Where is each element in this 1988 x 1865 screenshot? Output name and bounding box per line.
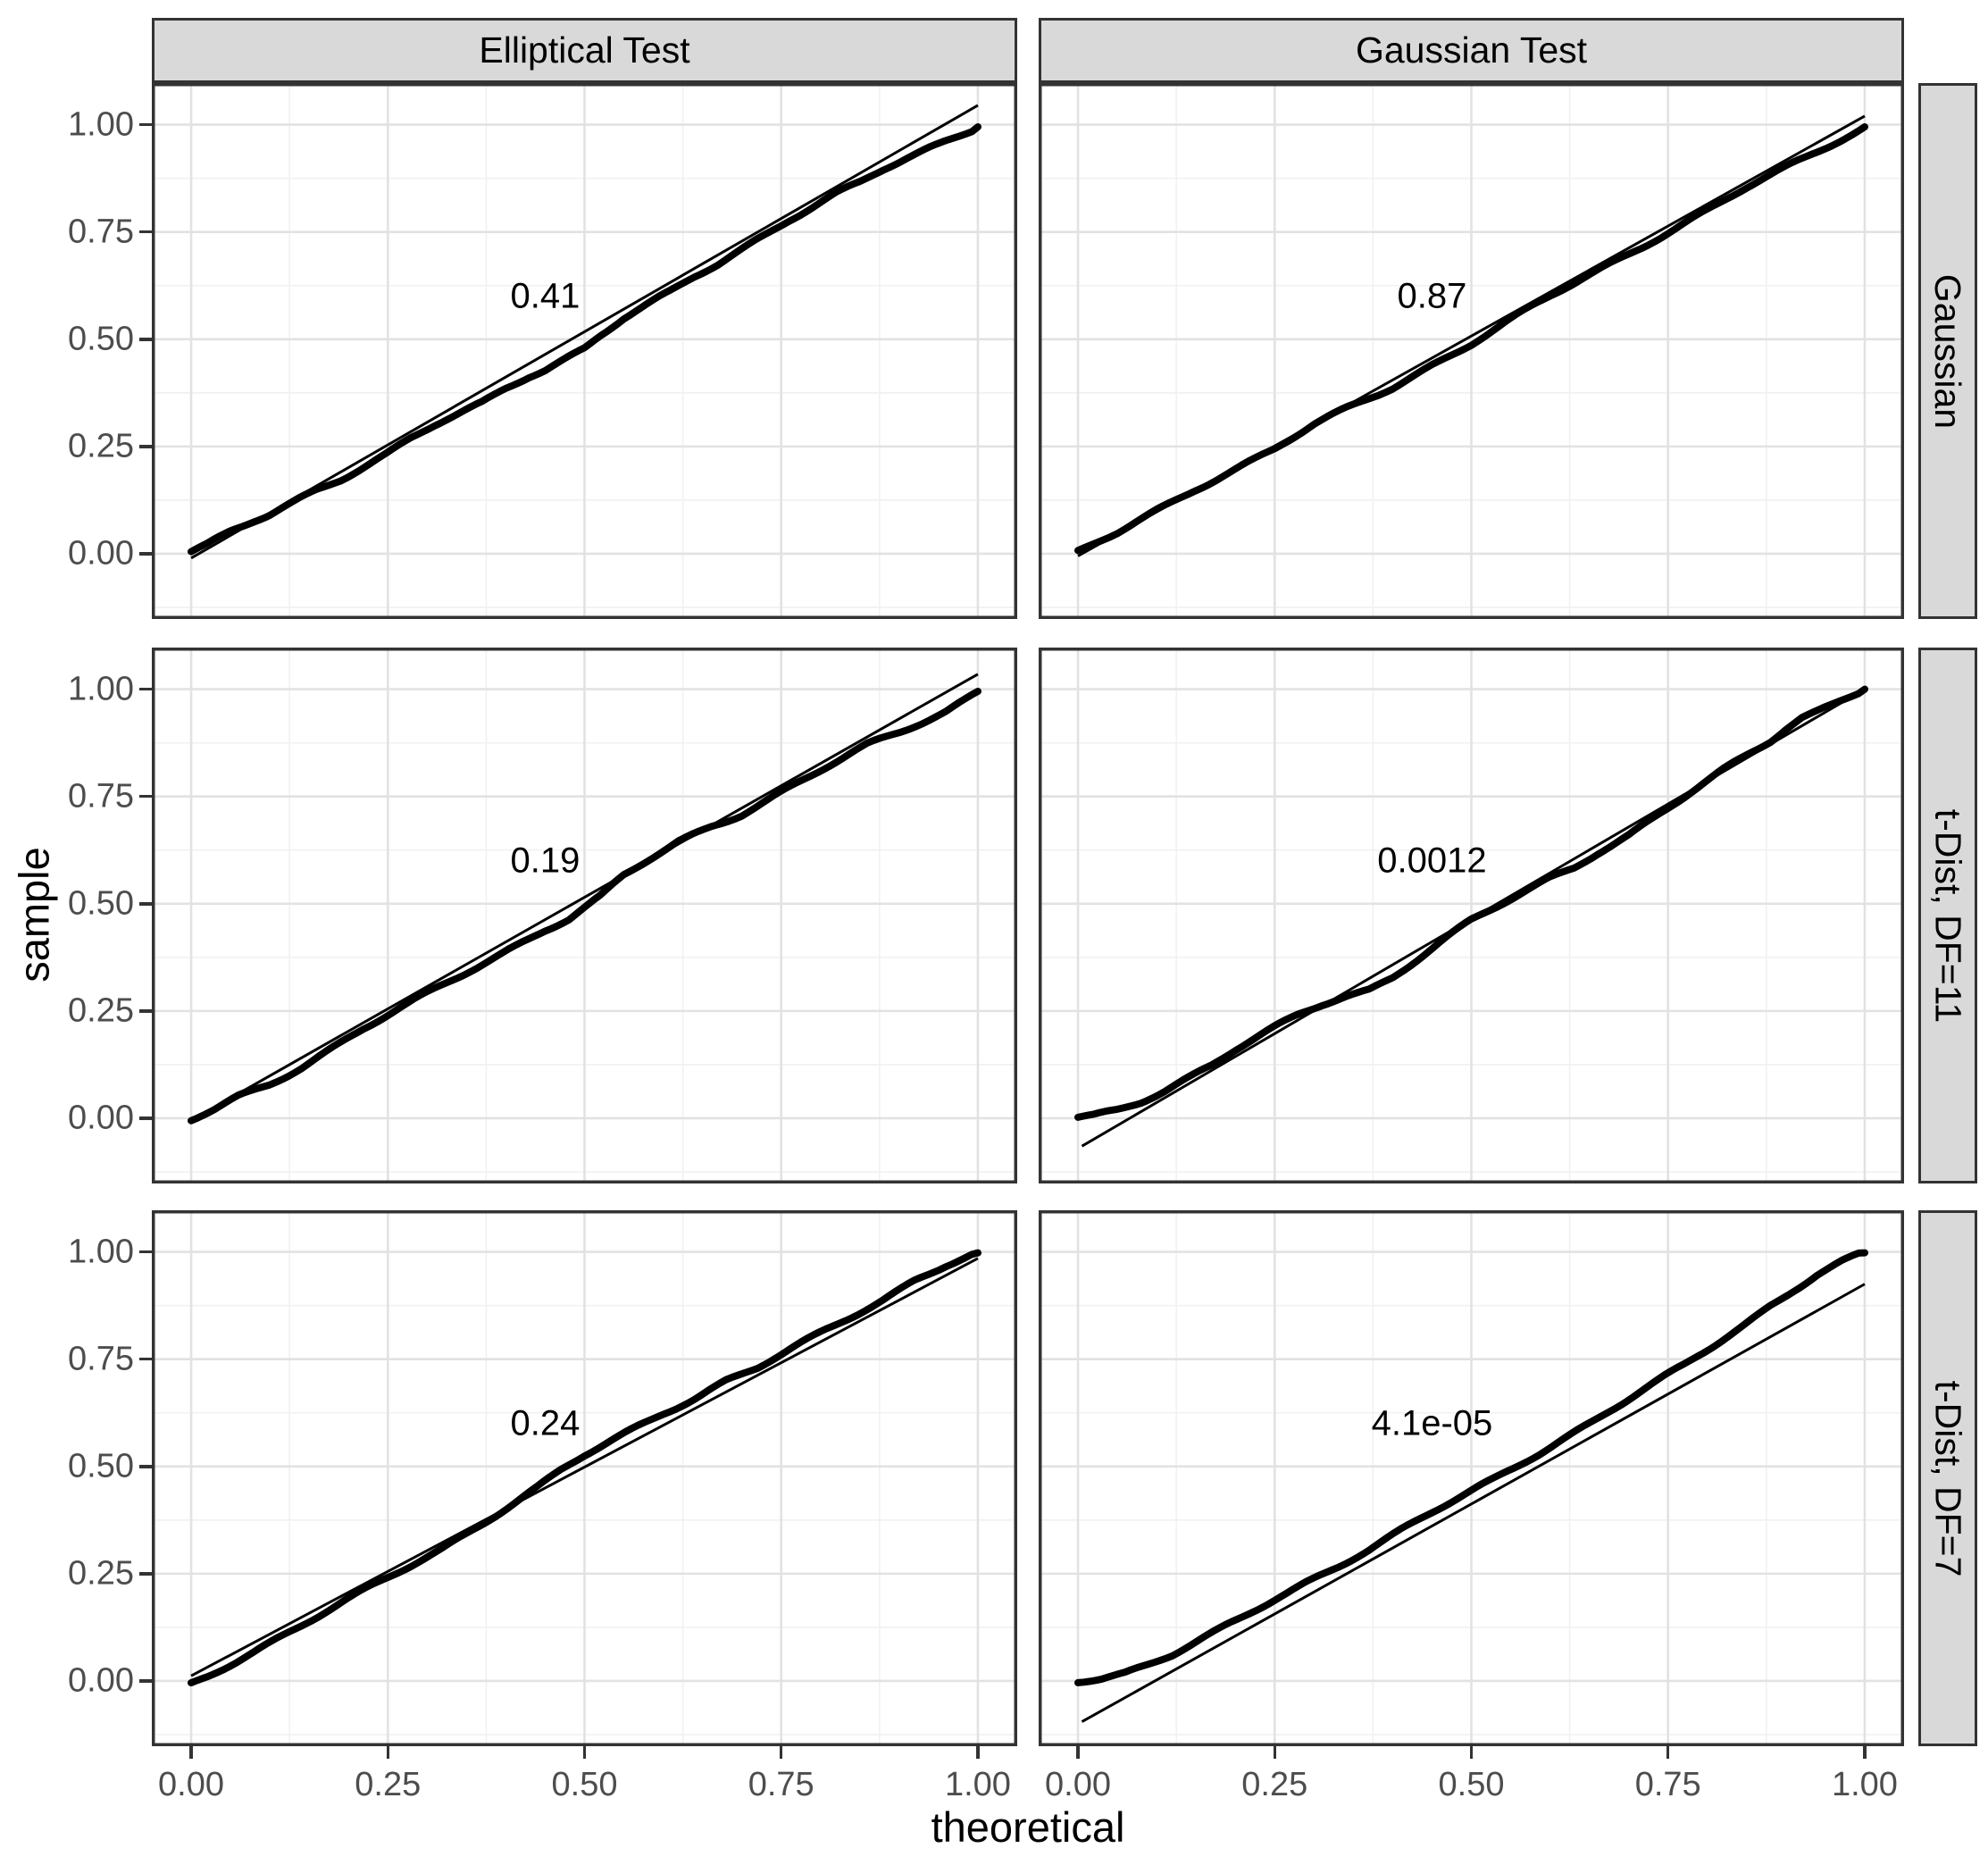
x-axis-title: theoretical	[931, 1803, 1125, 1851]
y-tick-mark	[139, 445, 152, 448]
facet-row-strip-t-dist-df11: t-Dist, DF=11	[1918, 648, 1977, 1183]
qq-plot-canvas	[152, 648, 1017, 1183]
y-tick-mark	[139, 230, 152, 234]
facet-col-label: Gaussian Test	[1355, 29, 1588, 71]
qq-plot-canvas	[1039, 83, 1904, 619]
p-value-annotation: 0.19	[510, 841, 581, 881]
y-tick-mark	[139, 794, 152, 799]
y-tick-label: 0.50	[68, 884, 134, 923]
y-tick-label: 0.00	[68, 534, 134, 573]
panel-border	[1039, 648, 1904, 1183]
x-tick-label: 0.00	[1045, 1766, 1112, 1803]
qq-plot-canvas	[152, 83, 1017, 619]
x-tick-label: 0.25	[1241, 1766, 1308, 1803]
reference-line	[190, 1257, 979, 1677]
y-tick-label: 0.25	[68, 1554, 134, 1593]
x-tick-label: 0.25	[355, 1766, 422, 1803]
facet-col-strip-elliptical-test: Elliptical Test	[152, 18, 1017, 83]
y-tick-mark	[139, 1250, 152, 1254]
facet-row-label: Gaussian	[1927, 273, 1969, 429]
x-tick-label: 0.50	[551, 1766, 618, 1803]
panel-border	[152, 648, 1017, 1183]
p-value-annotation: 0.24	[510, 1403, 581, 1443]
panel-border	[1039, 1210, 1904, 1746]
y-tick-mark	[139, 1357, 152, 1361]
y-tick-mark	[139, 552, 152, 556]
y-tick-mark	[139, 1679, 152, 1683]
y-tick-label: 0.75	[68, 1340, 134, 1378]
facet-row-strip-t-dist-df7: t-Dist, DF=7	[1918, 1210, 1977, 1746]
y-tick-label: 1.00	[68, 105, 134, 144]
x-tick-mark	[189, 1746, 193, 1759]
y-tick-label: 0.50	[68, 320, 134, 358]
qq-curve	[1074, 123, 1868, 555]
y-tick-mark	[139, 1465, 152, 1468]
x-tick-mark	[1273, 1746, 1277, 1759]
x-tick-mark	[976, 1746, 980, 1759]
qq-curve	[188, 1249, 981, 1686]
y-tick-label: 0.25	[68, 427, 134, 465]
p-value-annotation: 0.87	[1397, 276, 1467, 316]
reference-line	[1081, 1283, 1866, 1723]
y-tick-label: 0.00	[68, 1661, 134, 1700]
x-tick-label: 1.00	[1831, 1766, 1898, 1803]
qq-curve	[1074, 685, 1868, 1121]
y-tick-mark	[139, 122, 152, 127]
facet-row-strip-gaussian: Gaussian	[1918, 83, 1977, 619]
y-axis-title: sample	[10, 847, 58, 983]
y-tick-mark	[139, 1572, 152, 1576]
y-tick-mark	[139, 687, 152, 691]
panel-border	[152, 83, 1017, 619]
x-tick-mark	[1863, 1746, 1867, 1759]
panel-gaussian-elliptical: 0.41	[152, 83, 1017, 619]
x-tick-mark	[582, 1746, 587, 1759]
panel-t7-gaussian: 4.1e-05	[1039, 1210, 1904, 1746]
y-tick-label: 0.00	[68, 1099, 134, 1137]
qq-plot-canvas	[152, 1210, 1017, 1746]
x-tick-label: 0.50	[1438, 1766, 1505, 1803]
y-tick-label: 0.25	[68, 991, 134, 1030]
facet-col-strip-gaussian-test: Gaussian Test	[1039, 18, 1904, 83]
x-tick-mark	[386, 1746, 390, 1759]
p-value-annotation: 4.1e-05	[1371, 1403, 1493, 1443]
panel-t11-elliptical: 0.19	[152, 648, 1017, 1183]
y-tick-label: 1.00	[68, 1233, 134, 1271]
panel-t7-elliptical: 0.24	[152, 1210, 1017, 1746]
facet-row-label: t-Dist, DF=7	[1927, 1380, 1969, 1576]
y-tick-label: 1.00	[68, 670, 134, 708]
qq-curve	[1074, 1249, 1868, 1686]
x-tick-mark	[779, 1746, 783, 1759]
y-tick-label: 0.75	[68, 213, 134, 251]
panel-t11-gaussian: 0.0012	[1039, 648, 1904, 1183]
y-tick-mark	[139, 338, 152, 341]
x-tick-label: 0.00	[158, 1766, 225, 1803]
y-tick-mark	[139, 1009, 152, 1013]
qq-curve	[188, 688, 981, 1125]
x-tick-label: 0.75	[748, 1766, 814, 1803]
facet-row-label: t-Dist, DF=11	[1927, 808, 1969, 1023]
reference-line	[190, 673, 979, 1122]
qq-plot-canvas	[1039, 1210, 1904, 1746]
p-value-annotation: 0.0012	[1377, 841, 1487, 881]
panel-border	[152, 1210, 1017, 1746]
reference-line	[190, 104, 979, 560]
qq-curve	[188, 123, 981, 556]
y-tick-mark	[139, 1116, 152, 1120]
panel-border	[1039, 83, 1904, 619]
x-tick-label: 0.75	[1634, 1766, 1701, 1803]
x-tick-mark	[1469, 1746, 1474, 1759]
y-tick-mark	[139, 902, 152, 906]
x-tick-label: 1.00	[944, 1766, 1011, 1803]
facet-col-label: Elliptical Test	[479, 29, 690, 71]
qq-plot-canvas	[1039, 648, 1904, 1183]
x-tick-mark	[1666, 1746, 1670, 1759]
y-tick-label: 0.50	[68, 1447, 134, 1485]
panel-gaussian-gaussian: 0.87	[1039, 83, 1904, 619]
p-value-annotation: 0.41	[510, 276, 581, 316]
y-tick-label: 0.75	[68, 777, 134, 815]
x-tick-mark	[1076, 1746, 1080, 1759]
